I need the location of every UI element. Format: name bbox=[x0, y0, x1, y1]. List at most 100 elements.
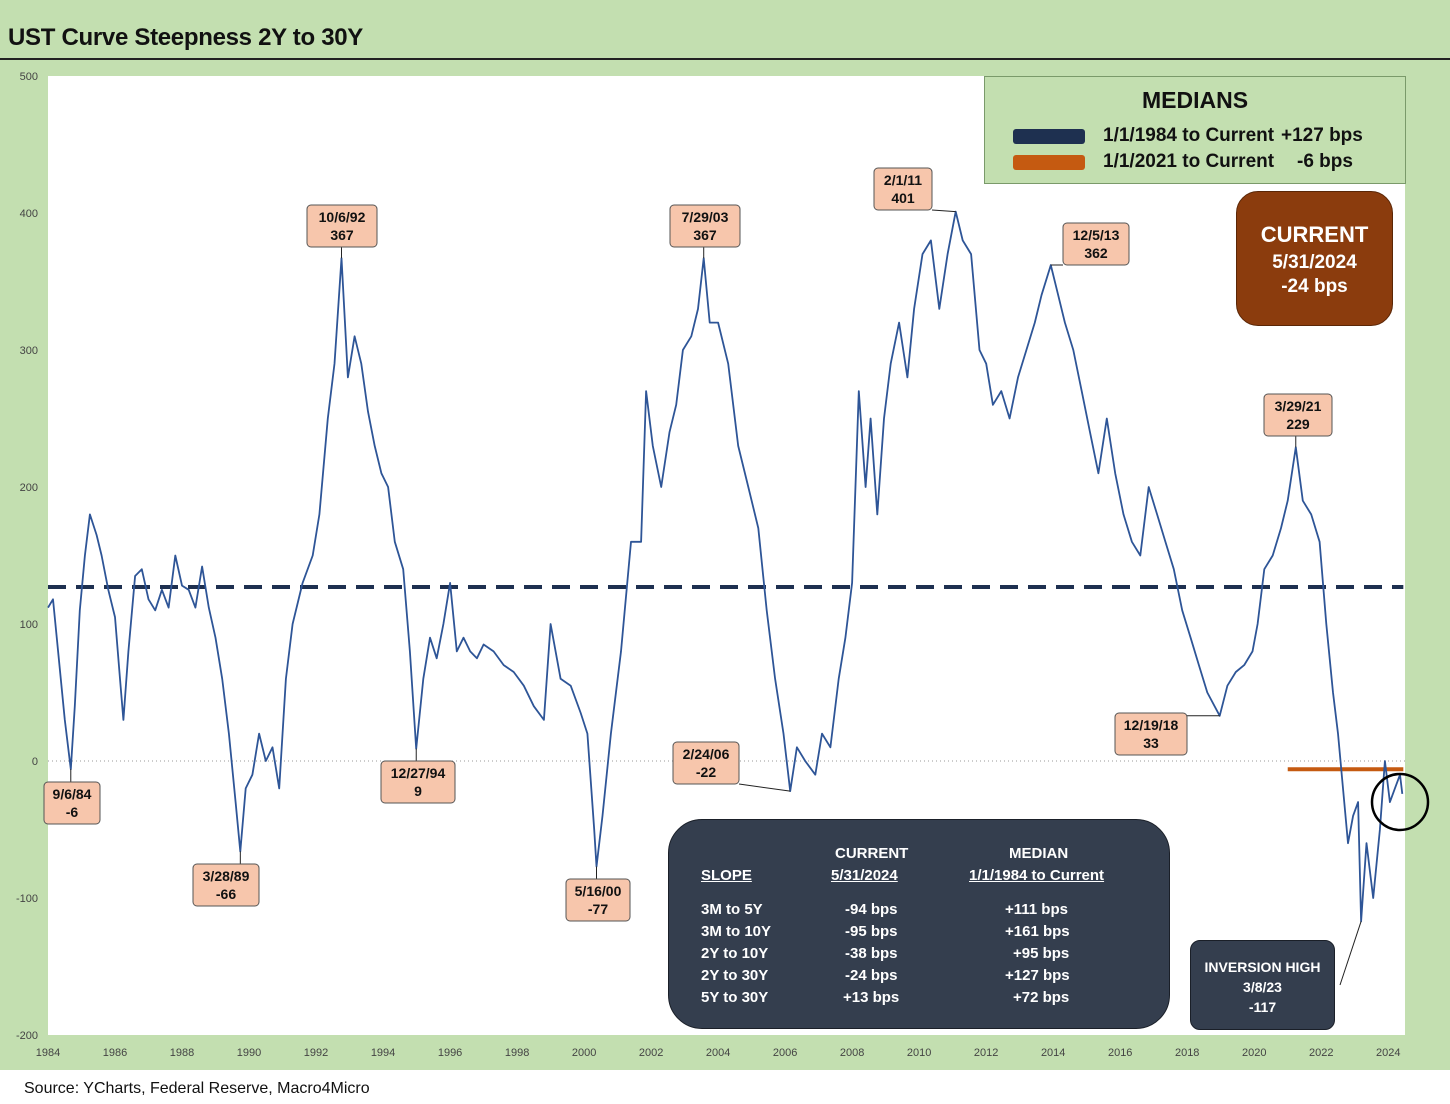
y-axis-ticks: 500 400 300 200 100 0 -100 -200 bbox=[16, 71, 38, 1042]
annotation-date: 10/6/92 bbox=[319, 209, 366, 225]
annotation-box bbox=[192, 863, 260, 907]
annotation-date: 12/5/13 bbox=[1073, 227, 1120, 243]
x-axis-ticks: 1984 1986 1988 1990 1992 1994 1996 1998 2000 2002… bbox=[36, 1047, 1401, 1059]
y-tick-label: 300 bbox=[20, 345, 38, 357]
annotation-box bbox=[380, 760, 456, 804]
col-current-sub: 5/31/2024 bbox=[831, 867, 898, 884]
x-tick-label: 2014 bbox=[1041, 1047, 1065, 1059]
y-tick-label: 100 bbox=[20, 619, 38, 631]
annotation-date: 2/24/06 bbox=[683, 746, 730, 762]
annotation-box bbox=[565, 878, 631, 922]
x-tick-label: 2006 bbox=[773, 1047, 797, 1059]
x-tick-label: 2016 bbox=[1108, 1047, 1132, 1059]
annotation-value: 367 bbox=[330, 227, 354, 243]
x-tick-label: 2018 bbox=[1175, 1047, 1199, 1059]
annotation-box bbox=[873, 167, 933, 211]
median-recent-swatch bbox=[1013, 155, 1085, 170]
source-band bbox=[0, 1070, 1450, 1104]
y-tick-label: 0 bbox=[32, 756, 38, 768]
col-current-header: CURRENT bbox=[835, 845, 909, 862]
annotation-value: 362 bbox=[1084, 245, 1108, 261]
current-date: 5/31/2024 bbox=[1272, 252, 1357, 273]
annotation-value: 401 bbox=[891, 190, 915, 206]
annotations-group: 9/6/84 -6 3/28/89 -66 10/6/92 367 12/27/94 9 5/1… bbox=[43, 167, 1333, 922]
slope-row-label: 3M to 5Y bbox=[701, 901, 763, 918]
medians-title: MEDIANS bbox=[1141, 87, 1249, 113]
slope-row-median: +72 bps bbox=[1013, 989, 1070, 1006]
inversion-date: 3/8/23 bbox=[1243, 979, 1282, 995]
y-tick-label: 200 bbox=[20, 482, 38, 494]
row-header: SLOPE bbox=[701, 867, 752, 884]
slope-table: CURRENT MEDIAN SLOPE 5/31/2024 1/1/1984 … bbox=[668, 819, 1170, 1029]
col-median-sub: 1/1/1984 to Current bbox=[969, 867, 1105, 884]
annotation-value: 9 bbox=[414, 783, 422, 799]
slope-row-median: +161 bps bbox=[1005, 923, 1070, 940]
inversion-value: -117 bbox=[1248, 999, 1277, 1015]
inversion-title: INVERSION HIGH bbox=[1204, 959, 1321, 975]
medians-legend: MEDIANS 1/1/1984 to Current +127 bps 1/1… bbox=[984, 76, 1406, 184]
inversion-high-box: INVERSION HIGH 3/8/23 -117 bbox=[1190, 940, 1335, 1030]
x-tick-label: 1984 bbox=[36, 1047, 60, 1059]
annotation-date: 3/28/89 bbox=[203, 868, 250, 884]
current-box: CURRENT 5/31/2024 -24 bps bbox=[1236, 191, 1393, 326]
slope-row-current: -38 bps bbox=[845, 945, 898, 962]
title-divider bbox=[0, 58, 1450, 60]
annotation-date: 9/6/84 bbox=[53, 786, 92, 802]
slope-row-current: -24 bps bbox=[845, 967, 898, 984]
slope-row-label: 2Y to 10Y bbox=[701, 945, 769, 962]
annotation-date: 5/16/00 bbox=[575, 883, 622, 899]
x-tick-label: 2002 bbox=[639, 1047, 663, 1059]
median-full-value: +127 bps bbox=[1281, 125, 1363, 146]
x-tick-label: 2004 bbox=[706, 1047, 730, 1059]
annotation-leaders-group bbox=[70, 209, 1362, 986]
y-tick-label: -200 bbox=[16, 1030, 38, 1042]
series-line bbox=[47, 210, 1404, 923]
x-tick-label: 1986 bbox=[103, 1047, 127, 1059]
median-recent-value: -6 bps bbox=[1297, 151, 1353, 172]
y-tick-label: -100 bbox=[16, 893, 38, 905]
col-median-header: MEDIAN bbox=[1009, 845, 1069, 862]
x-tick-label: 1994 bbox=[371, 1047, 395, 1059]
slope-row-median: +95 bps bbox=[1013, 945, 1070, 962]
x-tick-label: 1988 bbox=[170, 1047, 194, 1059]
annotation-value: -22 bbox=[696, 764, 716, 780]
x-tick-label: 2022 bbox=[1309, 1047, 1333, 1059]
x-tick-label: 1990 bbox=[237, 1047, 261, 1059]
annotation-value: -77 bbox=[588, 901, 608, 917]
median-recent-label: 1/1/2021 to Current bbox=[1103, 151, 1275, 172]
y-tick-label: 500 bbox=[20, 71, 38, 83]
slope-row-current: -94 bps bbox=[845, 901, 898, 918]
inversion-leader bbox=[1339, 921, 1362, 986]
source-note: Source: YCharts, Federal Reserve, Macro4… bbox=[24, 1080, 370, 1097]
slope-row-current: -95 bps bbox=[845, 923, 898, 940]
chart-title: UST Curve Steepness 2Y to 30Y bbox=[8, 24, 364, 51]
annotation-box bbox=[672, 741, 740, 785]
annotation-value: 33 bbox=[1143, 735, 1159, 751]
annotation-value: 367 bbox=[693, 227, 717, 243]
annotation-date: 3/29/21 bbox=[1275, 398, 1322, 414]
x-tick-label: 2008 bbox=[840, 1047, 864, 1059]
x-tick-label: 1992 bbox=[304, 1047, 328, 1059]
x-tick-label: 2000 bbox=[572, 1047, 596, 1059]
median-full-swatch bbox=[1013, 129, 1085, 144]
annotation-box bbox=[43, 781, 101, 825]
annotation-date: 12/27/94 bbox=[391, 765, 446, 781]
x-tick-label: 1996 bbox=[438, 1047, 462, 1059]
x-tick-label: 2024 bbox=[1376, 1047, 1400, 1059]
current-highlight-circle bbox=[1370, 772, 1430, 832]
annotation-date: 7/29/03 bbox=[682, 209, 729, 225]
x-tick-label: 2012 bbox=[974, 1047, 998, 1059]
annotation-box bbox=[1114, 712, 1188, 756]
x-tick-label: 2020 bbox=[1242, 1047, 1266, 1059]
annotation-value: -66 bbox=[216, 886, 236, 902]
annotation-box bbox=[1263, 393, 1333, 437]
slope-row-label: 5Y to 30Y bbox=[701, 989, 769, 1006]
current-value: -24 bps bbox=[1281, 276, 1348, 297]
x-tick-label: 1998 bbox=[505, 1047, 529, 1059]
y-tick-label: 400 bbox=[20, 208, 38, 220]
annotation-leader bbox=[738, 783, 791, 792]
annotation-value: -6 bbox=[66, 804, 79, 820]
annotation-box bbox=[1062, 222, 1130, 266]
slope-row-median: +127 bps bbox=[1005, 967, 1070, 984]
annotation-box bbox=[669, 204, 741, 248]
